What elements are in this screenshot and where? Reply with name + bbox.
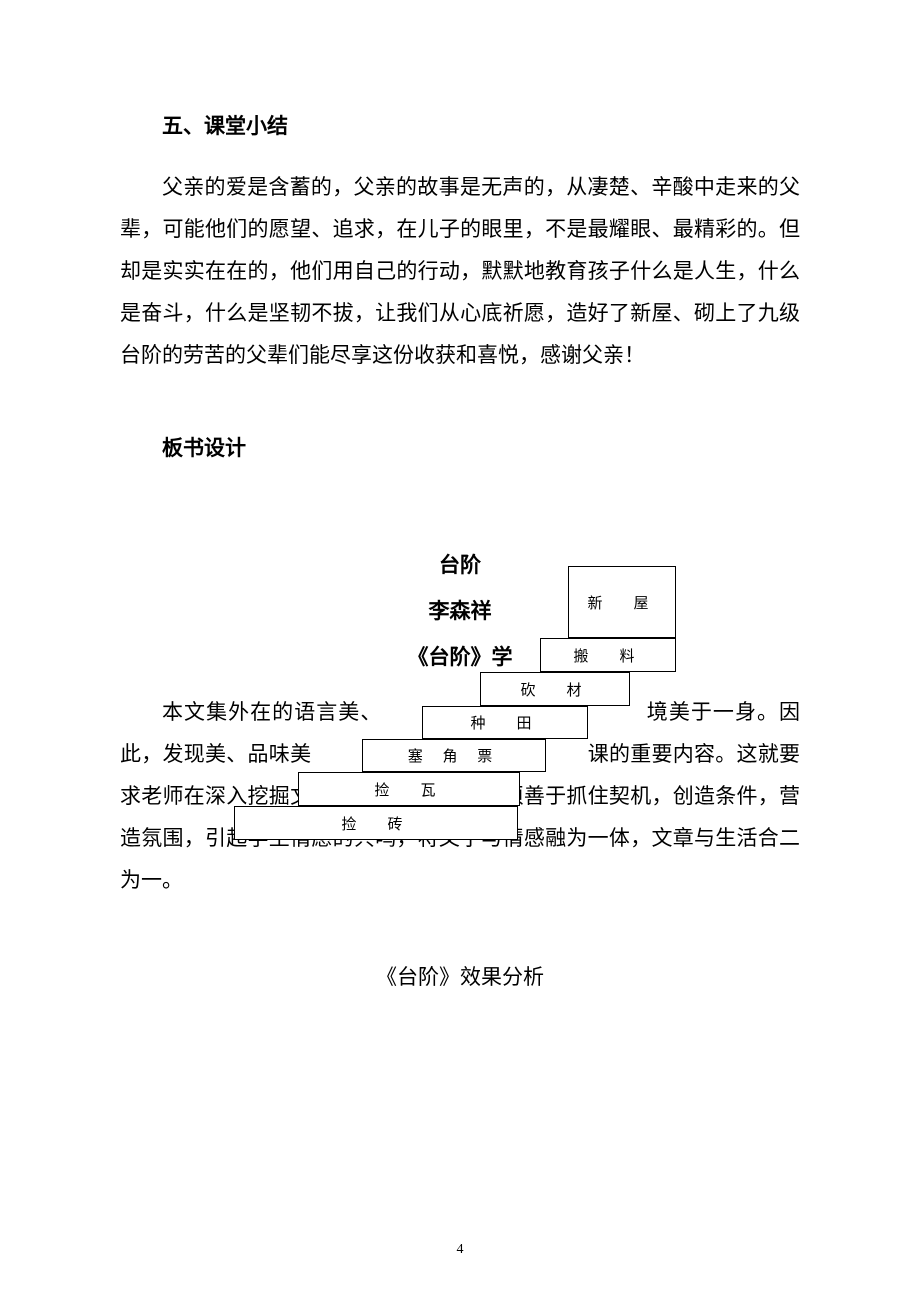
para-frag-1: 本文集外在的语言美、 (162, 700, 382, 724)
paragraph-summary: 父亲的爱是含蓄的，父亲的故事是无声的，从凄楚、辛酸中走来的父辈，可能他们的愿望、… (120, 166, 800, 376)
page-number: 4 (0, 1242, 920, 1258)
board-design-heading: 板书设计 (162, 432, 800, 462)
subtitle-partial: 学 (492, 645, 513, 669)
footer-section-title: 《台阶》效果分析 (120, 961, 800, 991)
subtitle-line: 《台阶》学 (120, 634, 800, 680)
analysis-paragraph: 本文集外在的语言美、哈哈哈哈哈哈哈哈哈哈哈哈境美于一身。因此，发现美、品味美哈哈… (120, 691, 800, 901)
work-title: 台阶 (120, 542, 800, 588)
subtitle-prefix: 《台阶》 (408, 645, 492, 669)
author-name: 李森祥 (120, 588, 800, 634)
section-heading: 五、课堂小结 (162, 110, 800, 140)
